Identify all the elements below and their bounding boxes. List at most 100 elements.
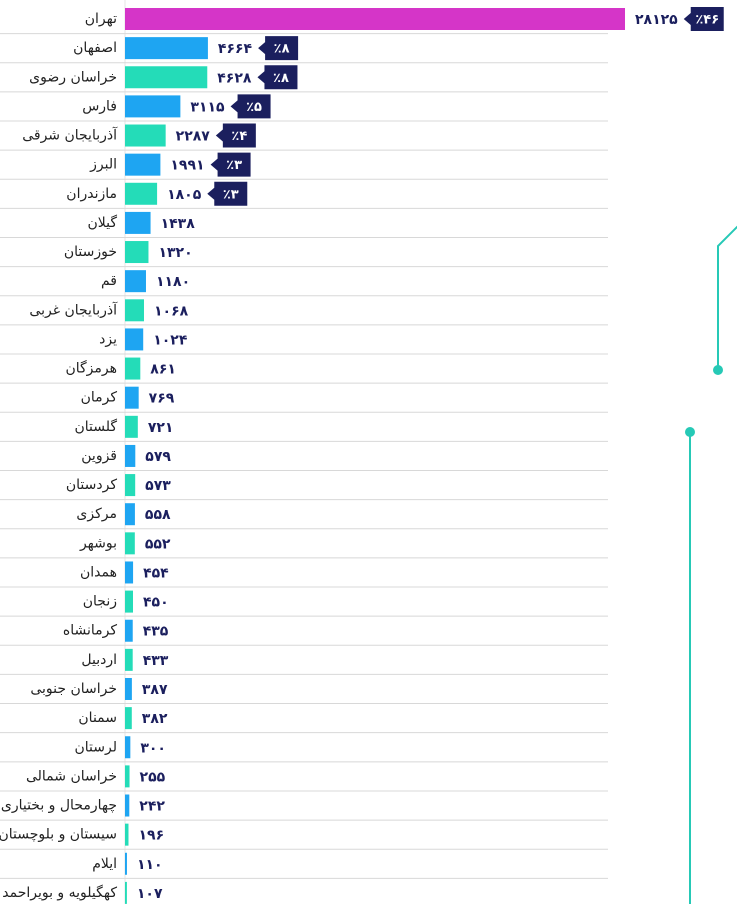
bar	[125, 37, 208, 60]
value-label: ۴۳۵	[143, 624, 169, 640]
share-badge	[210, 152, 251, 177]
value-label: ۴۶۶۴	[218, 41, 253, 57]
value-label: ۳۰۰	[140, 740, 166, 756]
category-label: خراسان رضوی	[29, 69, 117, 85]
category-label: فارس	[82, 98, 117, 114]
bar	[125, 474, 136, 497]
category-label: زنجان	[83, 594, 117, 610]
bar	[125, 386, 139, 409]
category-label: سیستان و بلوچستان	[0, 827, 117, 843]
value-label: ۱۹۹۱	[170, 158, 204, 174]
share-label: ٪۴۶	[695, 13, 719, 28]
category-label: خوزستان	[64, 244, 117, 260]
share-label: ٪۴	[231, 129, 247, 144]
category-label: ایلام	[92, 856, 117, 872]
category-label: هرمزگان	[65, 360, 117, 377]
bar	[125, 124, 166, 147]
share-badge	[257, 65, 298, 90]
share-label: ٪۸	[274, 42, 290, 57]
bar	[125, 561, 134, 584]
category-label: آذربایجان غربی	[29, 301, 118, 318]
share-badge	[230, 94, 271, 119]
share-label: ٪۵	[246, 100, 262, 115]
value-label: ۴۵۴	[143, 565, 169, 581]
category-label: البرز	[89, 157, 117, 173]
value-label: ۱۰۲۴	[153, 332, 188, 348]
value-label: ۵۷۹	[145, 449, 171, 465]
value-label: ۲۸۱۲۵	[635, 12, 678, 28]
value-label: ۲۵۵	[140, 769, 166, 785]
bar	[125, 444, 136, 467]
value-label: ۱۳۲۰	[158, 245, 192, 261]
category-label: خراسان شمالی	[26, 768, 117, 784]
bar	[125, 270, 146, 293]
value-label: ۵۵۸	[145, 507, 171, 523]
category-label: بوشهر	[79, 535, 117, 551]
bar	[125, 503, 135, 526]
value-label: ۳۸۲	[142, 711, 168, 727]
category-label: یزد	[99, 331, 117, 347]
value-label: ۲۴۲	[139, 799, 165, 815]
value-label: ۳۸۷	[142, 682, 168, 698]
bar	[125, 736, 131, 759]
bar	[125, 299, 144, 322]
category-label: قم	[101, 273, 117, 289]
share-badge	[258, 36, 299, 61]
category-label: گیلان	[87, 214, 117, 231]
bar	[125, 794, 130, 817]
value-label: ۱۰۷	[137, 886, 163, 902]
category-label: مازندران	[66, 186, 117, 202]
category-label: همدان	[80, 564, 117, 580]
bar	[125, 707, 132, 730]
value-label: ۸۶۱	[150, 362, 176, 378]
share-label: ٪۸	[273, 71, 289, 86]
category-label: چهارمحال و بختیاری	[1, 798, 117, 814]
category-label: اردبیل	[81, 652, 117, 668]
value-label: ۱۰۶۸	[154, 303, 189, 319]
decoration	[689, 225, 737, 904]
bar	[125, 8, 625, 30]
value-label: ۱۱۰	[137, 857, 163, 873]
bar	[125, 66, 208, 89]
category-label: کرمانشاه	[63, 623, 117, 639]
category-label: کرمان	[81, 390, 118, 406]
bar	[125, 415, 138, 438]
value-label: ۴۳۳	[143, 653, 169, 669]
bar	[125, 95, 181, 118]
category-label: قزوین	[81, 448, 117, 464]
category-label: کهگیلویه و بویراحمد	[2, 884, 117, 901]
bar	[125, 852, 127, 875]
bar	[125, 357, 141, 380]
category-label: آذربایجان شرقی	[22, 127, 118, 144]
share-label: ٪۳	[223, 187, 239, 202]
category-label: خراسان جنوبی	[30, 681, 117, 697]
deco-line	[717, 225, 737, 369]
bar	[125, 590, 133, 613]
value-label: ۱۹۶	[138, 828, 164, 844]
deco-dot	[685, 427, 695, 437]
bar	[125, 211, 151, 234]
value-label: ۵۷۳	[145, 478, 171, 494]
category-label: سمنان	[78, 710, 117, 726]
deco-dot	[713, 365, 723, 375]
value-label: ۷۶۹	[149, 391, 175, 407]
bar	[125, 677, 132, 700]
category-label: لرستان	[75, 739, 118, 755]
share-label: ٪۳	[226, 158, 242, 173]
share-badge	[215, 123, 256, 148]
value-label: ۵۵۲	[145, 536, 171, 552]
bar	[125, 619, 133, 642]
category-label: کردستان	[66, 477, 117, 493]
bar	[125, 881, 127, 904]
bar	[125, 648, 133, 671]
category-label: گلستان	[74, 418, 117, 435]
value-label: ۳۱۱۵	[190, 99, 225, 115]
category-label: تهران	[85, 11, 117, 27]
bar	[125, 765, 130, 788]
bar	[125, 823, 129, 846]
value-label: ۱۱۸۰	[156, 274, 190, 290]
bar	[125, 532, 135, 555]
value-label: ۴۶۲۸	[217, 70, 252, 86]
bar	[125, 153, 161, 176]
